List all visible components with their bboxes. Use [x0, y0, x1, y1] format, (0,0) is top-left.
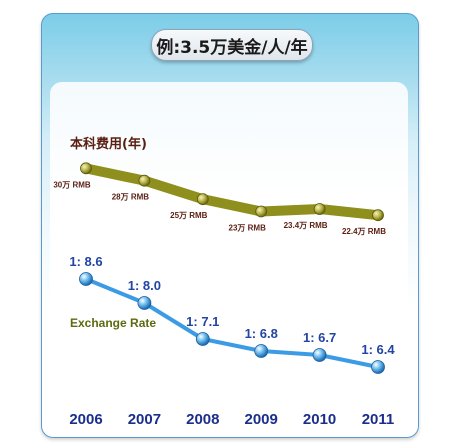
data-label: 23万 RMB — [229, 224, 267, 233]
x-tick-label: 2007 — [128, 411, 161, 428]
data-label: 1: 8.0 — [128, 278, 161, 293]
data-label: 25万 RMB — [170, 211, 208, 220]
data-label: 30万 RMB — [53, 180, 91, 189]
data-point — [371, 360, 385, 374]
data-point — [313, 203, 326, 215]
data-label: 1: 6.7 — [303, 330, 336, 345]
data-point — [196, 193, 209, 206]
series-title-1: 本科费用(年) — [70, 136, 147, 152]
data-label: 23.4万 RMB — [284, 221, 328, 230]
data-point — [137, 296, 152, 310]
series-title-2: Exchange Rate — [70, 316, 156, 330]
x-tick-label: 2006 — [69, 411, 102, 428]
data-label: 1: 8.6 — [69, 254, 102, 269]
series-1: 本科费用(年) 30万 RMB 28万 RMB 25万 RMB 23万 RMB 23.4万… — [53, 136, 386, 236]
data-point — [138, 174, 151, 187]
x-tick-label: 2011 — [362, 411, 395, 428]
data-label: 1: 6.8 — [245, 326, 278, 341]
data-point — [195, 332, 210, 346]
data-point — [254, 344, 269, 358]
series-line-1 — [81, 163, 383, 221]
x-tick-label: 2010 — [303, 411, 336, 428]
series-line-2 — [84, 277, 380, 369]
series-2: Exchange Rate 1: 8.6 1: 8.0 1: 7.1 1: 6.8 1: … — [69, 254, 395, 374]
data-point — [372, 209, 384, 222]
chart-title: 例:3.5万美金/人/年 — [156, 37, 308, 58]
x-tick-label: 2009 — [245, 411, 278, 428]
x-tick-label: 2008 — [186, 411, 219, 428]
data-point — [255, 205, 268, 218]
data-point — [79, 272, 93, 286]
data-label: 28万 RMB — [112, 193, 150, 202]
chart-panel — [50, 82, 408, 406]
data-label: 1: 6.4 — [361, 342, 395, 357]
chart-title-badge: 例:3.5万美金/人/年 — [151, 29, 313, 61]
data-point — [80, 162, 92, 175]
data-label: 22.4万 RMB — [342, 227, 386, 236]
data-point — [312, 348, 327, 362]
data-label: 1: 7.1 — [186, 314, 219, 329]
